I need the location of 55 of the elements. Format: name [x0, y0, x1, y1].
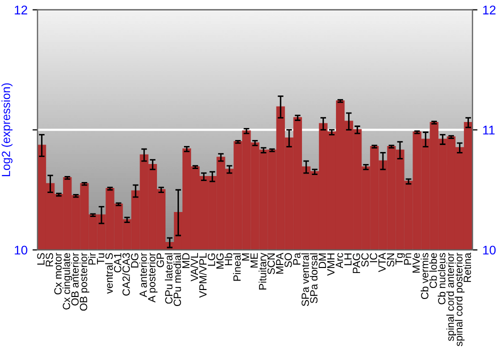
x-tick-label: LS [37, 253, 45, 265]
x-tick-label: OB posterior [80, 252, 90, 311]
x-tick-label: Pineal [233, 253, 241, 281]
x-tick-label: CA1 [114, 253, 122, 272]
x-tick-label: SN [386, 254, 394, 267]
x-tick-label: PAG [352, 253, 360, 274]
x-tick-label: IC [370, 253, 378, 262]
x-tick-label: VA/VL [190, 253, 198, 282]
x-tick-label: A anterior [139, 252, 147, 298]
x-tick-label: LH [344, 254, 352, 266]
x-tick-label: Cx motor [54, 252, 62, 294]
x-tick-label: DM [318, 254, 326, 268]
x-tick-label: SCN [267, 254, 275, 274]
x-tick-label: GP [156, 253, 164, 268]
x-tick-label: A posterior [148, 252, 158, 302]
x-tick-label: MVe [412, 253, 420, 273]
x-tick-label: Cb lobe [429, 253, 437, 288]
x-tick-label: Retina [463, 252, 472, 282]
y2-tick-label: 10 [483, 246, 496, 255]
x-tick-label: Cb nucleus [438, 253, 446, 304]
x-tick-label: RS [46, 253, 54, 266]
x-tick-label: LG [208, 253, 216, 266]
x-tick-label: VTA [378, 252, 386, 272]
x-tick-label: VPM/VPL [198, 253, 207, 298]
x-tick-label: M [242, 254, 250, 260]
x-tick-label: Pir [88, 252, 96, 265]
x-tick-label: Pn [404, 253, 412, 265]
x-tick-label: Cx cingulate [62, 253, 72, 310]
x-tick-label: CPu lateral [164, 253, 172, 304]
x-tick-label: Tg [396, 253, 405, 265]
x-tick-label: MPA [276, 252, 284, 274]
y2-tick-label: 12 [483, 6, 496, 14]
x-tick-label: Hb [224, 253, 232, 266]
x-tick-label: spinal cord posterior [454, 252, 465, 346]
x-tick-label: VMH [327, 254, 334, 276]
x-tick-label: SPa dorsal [310, 253, 318, 304]
x-tick-label: ME [250, 253, 258, 268]
x-tick-label: Tu [97, 253, 104, 264]
x-tick-label: Arc [336, 252, 344, 268]
x-tick-label: SC [361, 253, 369, 267]
x-tick-label: spinal cord anterior [446, 252, 456, 341]
x-tick-label: Cb vermis [420, 253, 428, 300]
x-tick-label: CA2/CA3 [122, 253, 130, 296]
x-tick-label: CPu medial [173, 253, 182, 306]
x-tick-label: Pa [293, 252, 300, 265]
y-axis-title: Log2 (expression) [1, 83, 12, 176]
x-tick-label: SPa ventral [301, 253, 309, 306]
x-tick-label: ventral S [105, 253, 113, 294]
x-tick-label: MD [182, 253, 190, 268]
x-tick-label: SO [284, 253, 292, 268]
x-tick-label: DG [131, 253, 138, 268]
x-tick-label: Pituitary [258, 252, 268, 290]
x-tick-label: MG [216, 253, 224, 269]
y2-tick-label: 11 [483, 126, 495, 134]
x-tick-label: OB anterior [71, 252, 79, 306]
